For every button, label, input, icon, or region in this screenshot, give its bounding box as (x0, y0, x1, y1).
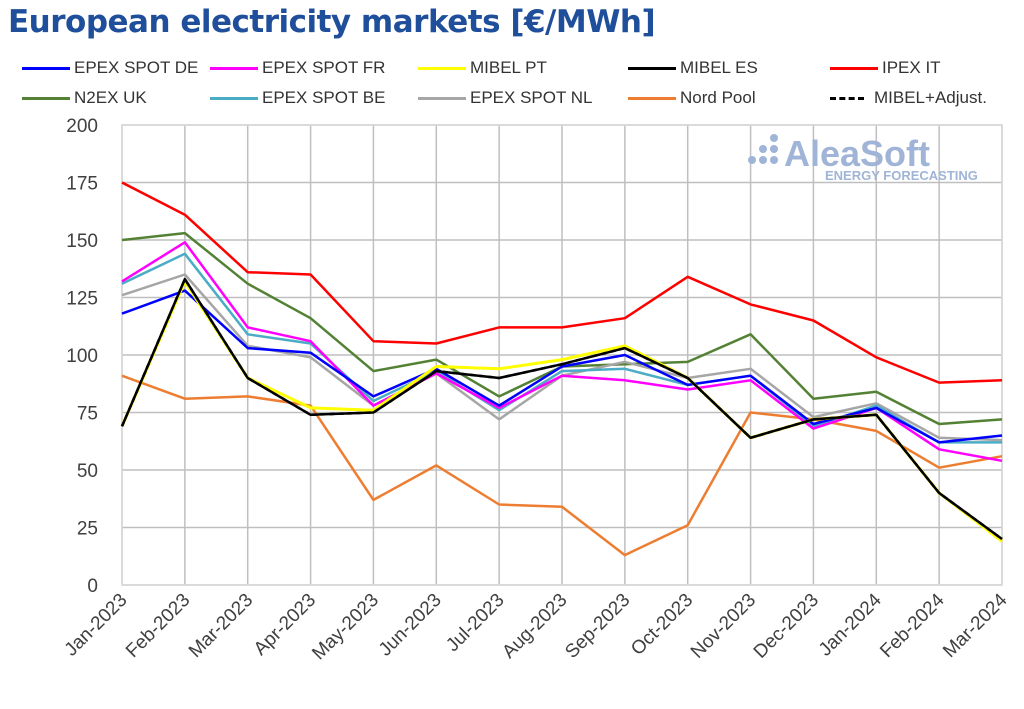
x-tick-label: Feb-2024 (876, 589, 949, 662)
x-tick-label: Jan-2024 (815, 589, 886, 660)
y-tick-label: 100 (66, 346, 98, 367)
legend-item: EPEX SPOT BE (210, 88, 385, 108)
logo-dot-icon (748, 156, 756, 164)
y-tick-label: 200 (66, 116, 98, 137)
watermark-tagline: ENERGY FORECASTING (825, 168, 978, 183)
x-tick-label: Mar-2024 (939, 589, 1012, 662)
x-tick-label: Jun-2023 (375, 590, 446, 661)
legend-label: N2EX UK (74, 88, 147, 107)
legend-item: EPEX SPOT DE (22, 58, 198, 78)
y-tick-label: 0 (87, 576, 98, 597)
chart-title: European electricity markets [€/MWh] (8, 4, 656, 40)
y-tick-label: 50 (77, 461, 98, 482)
legend-item: IPEX IT (830, 58, 941, 78)
legend-item: N2EX UK (22, 88, 147, 108)
legend-label: EPEX SPOT DE (74, 58, 199, 77)
legend-label: EPEX SPOT BE (262, 88, 386, 107)
x-tick-label: Nov-2023 (687, 590, 760, 663)
legend-label: EPEX SPOT NL (470, 88, 593, 107)
legend-item: MIBEL PT (418, 58, 547, 78)
x-tick-label: Dec-2023 (750, 590, 823, 663)
y-tick-label: 75 (77, 404, 98, 425)
x-tick-label: Aug-2023 (498, 590, 571, 663)
legend-item: Nord Pool (628, 88, 756, 108)
legend-swatch (210, 66, 258, 70)
legend-item: MIBEL+Adjust. (830, 88, 987, 108)
legend-swatch (22, 96, 70, 100)
watermark-brand: AleaSoft (784, 133, 930, 174)
y-tick-label: 25 (77, 519, 98, 540)
legend-swatch (830, 66, 878, 70)
legend-swatch (628, 66, 676, 70)
y-tick-label: 125 (66, 289, 98, 310)
x-tick-label: Feb-2023 (122, 590, 194, 662)
x-tick-label: Jan-2023 (61, 590, 132, 661)
legend-swatch (418, 66, 466, 70)
legend-label: IPEX IT (882, 58, 941, 77)
x-tick-label: Jul-2023 (442, 590, 508, 656)
legend-item: EPEX SPOT NL (418, 88, 593, 108)
x-tick-label: May-2023 (308, 590, 383, 665)
logo-dot-icon (770, 145, 778, 153)
legend-swatch (418, 96, 466, 100)
x-tick-label: Mar-2023 (185, 590, 257, 662)
legend-label: EPEX SPOT FR (262, 58, 386, 77)
x-tick-label: Sep-2023 (561, 590, 634, 663)
logo-dot-icon (759, 156, 767, 164)
legend-swatch (628, 96, 676, 100)
legend-label: MIBEL ES (680, 58, 758, 77)
legend-swatch (210, 96, 258, 100)
legend-label: MIBEL+Adjust. (874, 88, 987, 107)
legend-item: MIBEL ES (628, 58, 758, 78)
legend-swatch (830, 96, 864, 100)
y-tick-label: 150 (66, 231, 98, 252)
logo-dot-icon (759, 145, 767, 153)
x-tick-label: Oct-2023 (627, 590, 697, 660)
logo-dot-icon (770, 156, 778, 164)
logo-dot-icon (770, 134, 778, 142)
legend-label: Nord Pool (680, 88, 756, 107)
legend-label: MIBEL PT (470, 58, 547, 77)
legend-swatch (22, 66, 70, 70)
legend-item: EPEX SPOT FR (210, 58, 385, 78)
y-tick-label: 175 (66, 174, 98, 195)
plot-border (121, 124, 1003, 586)
